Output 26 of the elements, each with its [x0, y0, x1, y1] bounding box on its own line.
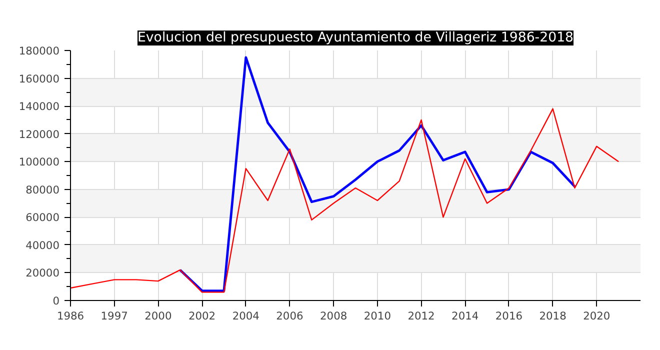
y-tick-label: 160000	[18, 72, 60, 86]
x-tick-label: 2002	[188, 310, 216, 322]
y-tick-label: 140000	[18, 100, 60, 114]
x-tick-label: 2010	[364, 310, 392, 322]
y-tick-label: 80000	[26, 183, 60, 196]
y-tick-label: 40000	[26, 238, 60, 252]
y-tick-label: 60000	[26, 211, 60, 224]
y-tick-label: 120000	[18, 128, 60, 141]
y-tick-label: 0	[52, 294, 60, 308]
chart-title: Evolucion del presupuesto Ayuntamiento de Villageriz 1986-2018	[137, 30, 574, 46]
x-tick-label: 2008	[320, 310, 348, 322]
x-tick-label: 2014	[452, 310, 479, 322]
y-tick-label: 180000	[18, 44, 60, 58]
x-tick-label: 2004	[232, 310, 260, 322]
x-tick-label: 2000	[144, 310, 172, 322]
x-tick-label: 2012	[408, 310, 435, 322]
y-tick-label: 100000	[18, 156, 60, 169]
line-series	[178, 56, 576, 292]
x-tick-label: 2006	[276, 310, 304, 322]
x-tick-label: 1986	[56, 310, 84, 322]
line-series	[70, 108, 620, 293]
x-tick-label: 1997	[100, 310, 128, 322]
x-tick-label: 2018	[539, 310, 567, 322]
y-tick-label: 20000	[26, 266, 60, 280]
x-tick-label: 2020	[583, 310, 610, 322]
x-tick-label: 2016	[495, 310, 523, 322]
